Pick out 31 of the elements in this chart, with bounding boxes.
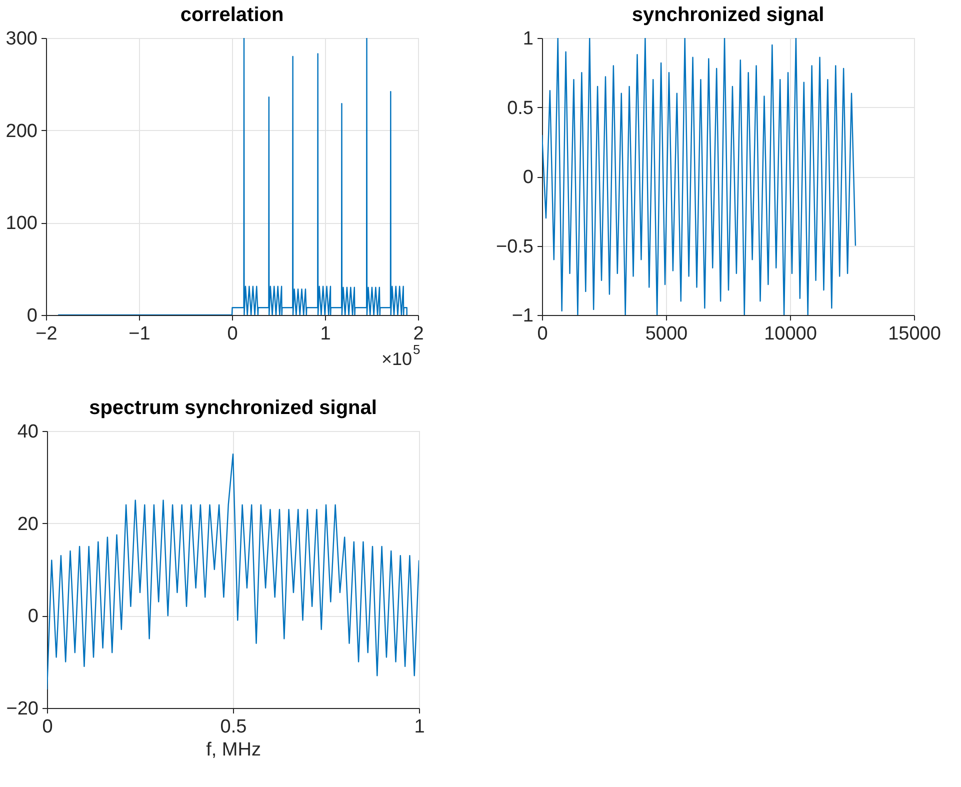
y-tick-label: 100 bbox=[6, 213, 38, 234]
y-tick-label: 1 bbox=[522, 28, 534, 50]
x-tick-label: 15000 bbox=[888, 324, 941, 344]
y-tick-label: 200 bbox=[6, 120, 38, 142]
chart-title: synchronized signal bbox=[632, 4, 824, 26]
x-tick-label: 0.5 bbox=[220, 716, 247, 738]
y-tick-label: 300 bbox=[6, 28, 38, 50]
y-tick-label: 40 bbox=[17, 422, 38, 442]
y-tick-label: 0 bbox=[522, 167, 534, 188]
y-tick-label: −20 bbox=[6, 698, 38, 720]
chart-title: spectrum synchronized signal bbox=[89, 397, 377, 419]
line-series bbox=[57, 38, 408, 315]
y-tick-label: −1 bbox=[512, 306, 534, 326]
x-tick-label: −1 bbox=[128, 324, 150, 344]
y-tick-label: 0 bbox=[28, 606, 38, 628]
y-tick-label: 20 bbox=[17, 514, 38, 535]
x-tick-label: 5000 bbox=[645, 324, 688, 344]
x-tick-label: 1 bbox=[414, 716, 425, 738]
x-tick-label: −2 bbox=[36, 324, 58, 344]
y-tick-label: 0.5 bbox=[507, 98, 534, 119]
x-tick-label: 10000 bbox=[764, 324, 817, 344]
x-axis-title: f, MHz bbox=[206, 740, 261, 760]
line-series bbox=[47, 453, 419, 690]
x-tick-label: 2 bbox=[413, 324, 424, 344]
x-tick-label: 0 bbox=[42, 716, 53, 738]
y-tick-label: 0 bbox=[26, 306, 38, 326]
x-tick-label: 1 bbox=[320, 324, 331, 344]
chart-title: correlation bbox=[180, 4, 284, 26]
x-tick-label: 0 bbox=[227, 324, 238, 344]
x-tick-label: 0 bbox=[537, 324, 548, 344]
y-tick-label: −0.5 bbox=[496, 236, 534, 258]
